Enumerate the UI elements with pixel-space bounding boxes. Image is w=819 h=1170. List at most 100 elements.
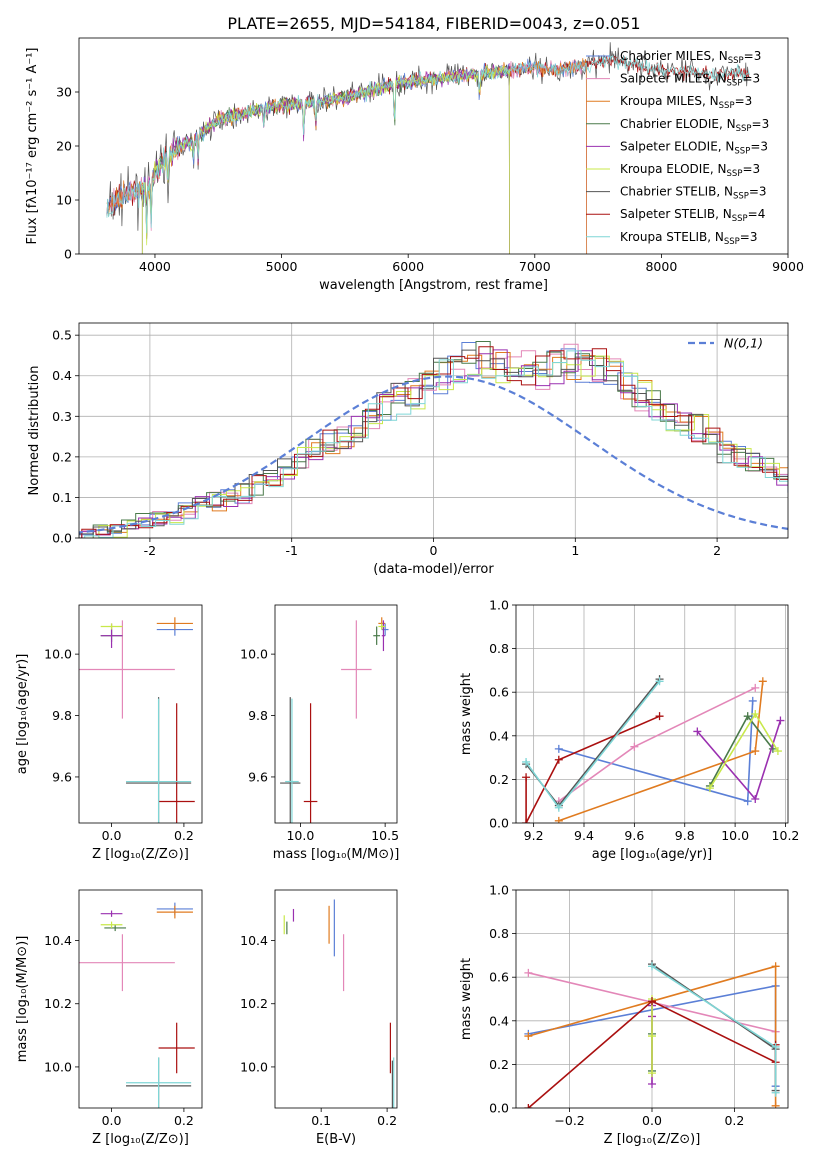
- histogram-chabrier-stelib: [79, 349, 788, 538]
- y-tick-label: 0.3: [52, 409, 72, 424]
- x-tick-label: 9.8: [675, 828, 695, 843]
- y-tick-label: 9.6: [248, 769, 268, 784]
- legend-label-sub: SSP: [727, 169, 743, 179]
- errorbar-point: [79, 620, 175, 719]
- y-tick-label: 0.0: [489, 1101, 509, 1116]
- series-line-salpeter-miles: [558, 687, 756, 802]
- x-tick-label: 0.2: [377, 1113, 397, 1128]
- series-marker: [554, 755, 563, 764]
- y-tick-label: 9.6: [52, 769, 72, 784]
- series-marker: [655, 677, 664, 686]
- panel-massweight_vs_age: 9.2 9.4 9.6 9.8 10.0 10.2 0.0 0.2 0.4 0.6 0.8 1.0 ag…: [459, 598, 799, 863]
- legend-label-sub: SSP: [732, 214, 748, 224]
- y-tick-label: 0.2: [489, 1057, 509, 1072]
- plot-area: [79, 617, 195, 823]
- legend-label-main: Kroupa ELODIE, N: [620, 162, 727, 176]
- series-line-kroupa-stelib: [651, 965, 777, 1093]
- series-marker: [705, 784, 714, 793]
- spectrum-line-chabrier-elodie: [141, 65, 510, 254]
- y-tick-label: 0.1: [52, 490, 72, 505]
- legend-label-sub: SSP: [734, 146, 750, 156]
- x-tick-label: 0: [430, 543, 438, 558]
- panel-spectrum: 4000 5000 6000 7000 8000 9000 0 10 20 30 wavelengt…: [25, 37, 804, 293]
- legend-label: N(0,1): [724, 336, 763, 351]
- y-tick-label: 10.2: [240, 996, 268, 1011]
- x-tick-label: 10.0: [286, 828, 314, 843]
- x-axis-label: Z [log₁₀(Z/Z⊙)]: [604, 1132, 701, 1147]
- errorbar-point: [156, 617, 193, 630]
- series-marker: [648, 1080, 656, 1089]
- legend-label-sub: SSP: [728, 56, 744, 66]
- series-marker: [758, 677, 767, 686]
- y-tick-label: 1.0: [489, 883, 509, 898]
- series-marker: [771, 1042, 780, 1051]
- series-line-kroupa-elodie: [709, 712, 779, 789]
- y-tick-label: 0.4: [489, 728, 509, 743]
- x-tick-label: 4000: [139, 259, 171, 274]
- axes-frame: [274, 889, 398, 1109]
- errorbar-point: [156, 905, 193, 919]
- x-tick-label: 0.0: [102, 828, 122, 843]
- y-tick-label: 0.8: [489, 926, 509, 941]
- series-marker: [554, 803, 563, 812]
- series-marker: [524, 1032, 533, 1041]
- axes-frame: [78, 322, 789, 539]
- errorbar-point: [100, 921, 123, 928]
- spectrum-line-kroupa-miles: [106, 58, 588, 254]
- axes-frame: [515, 889, 789, 1109]
- y-tick-label: 0.6: [489, 970, 509, 985]
- y-tick-label: 10.0: [44, 647, 72, 662]
- legend-label-sub: SSP: [736, 124, 752, 134]
- errorbar-point: [126, 1057, 192, 1108]
- y-tick-label: 0.8: [489, 641, 509, 656]
- legend-label-tail: =3: [744, 49, 762, 63]
- y-tick-label: 0: [64, 247, 72, 262]
- x-tick-label: −0.2: [554, 1113, 584, 1128]
- spectrum-line-kroupa-stelib: [106, 54, 750, 234]
- normal-reference-curve: [79, 375, 788, 534]
- series-marker: [743, 797, 752, 806]
- x-tick-label: 10.5: [371, 828, 399, 843]
- y-axis-label: age [log₁₀(age/yr)]: [15, 654, 30, 775]
- panel-residuals: -2 -1 0 1 2 0.0 0.1 0.2 0.3 0.4 0.5 (data-model)/er…: [27, 322, 789, 577]
- y-tick-label: 0.2: [52, 449, 72, 464]
- panel-massweight_vs_Z: −0.2 0.0 0.2 0.0 0.2 0.4 0.6 0.8 1.0 Z [log₁₀(Z/Z…: [459, 883, 789, 1147]
- legend-label-tail: =4: [748, 207, 766, 221]
- series-marker: [773, 747, 782, 756]
- errorbar-point: [100, 623, 123, 630]
- y-axis-label: mass [log₁₀(M/M⊙)]: [15, 936, 30, 1063]
- series-marker: [655, 712, 664, 721]
- spectrum-line-salpeter-elodie: [141, 63, 510, 254]
- errorbar-point: [158, 1022, 195, 1074]
- series-marker: [554, 744, 563, 753]
- y-tick-label: 10.4: [240, 933, 268, 948]
- series-marker: [751, 795, 760, 804]
- panel-mass_vs_ebv: 0.1 0.2 10.0 10.2 10.4 E(B-V): [240, 889, 398, 1147]
- y-tick-label: 0.2: [489, 772, 509, 787]
- axes-frame: [78, 889, 203, 1109]
- x-tick-label: 9.4: [574, 828, 594, 843]
- series-marker: [751, 683, 760, 692]
- legend-label-sub: SSP: [727, 79, 743, 89]
- y-tick-label: 0.0: [52, 531, 72, 546]
- series-marker: [630, 742, 639, 751]
- series-marker: [771, 962, 780, 971]
- x-tick-label: 0.2: [174, 828, 194, 843]
- axes-frame: [274, 604, 398, 824]
- axes-frame: [78, 604, 203, 824]
- legend-label-tail: =3: [752, 117, 770, 131]
- y-axis-label: mass weight: [459, 958, 474, 1040]
- x-tick-label: 0.1: [311, 1113, 331, 1128]
- series-marker: [751, 710, 760, 718]
- plot-area: [283, 899, 395, 1108]
- legend-label-main: Salpeter MILES, N: [620, 72, 727, 86]
- series-marker: [648, 962, 656, 971]
- series-marker: [524, 1104, 533, 1108]
- x-tick-label: 0.2: [174, 1113, 194, 1128]
- panel-age_vs_mass: 10.0 10.5 9.6 9.8 10.0 mass [log₁₀(M/M⊙)]: [240, 604, 399, 862]
- series-line-salpeter-stelib: [525, 715, 660, 823]
- y-axis-label: Flux [fλ10⁻¹⁷ erg cm⁻² s⁻¹ A⁻¹]: [25, 48, 40, 245]
- legend-label: Kroupa MILES, NSSP=3: [620, 94, 752, 111]
- y-tick-label: 10.4: [44, 933, 72, 948]
